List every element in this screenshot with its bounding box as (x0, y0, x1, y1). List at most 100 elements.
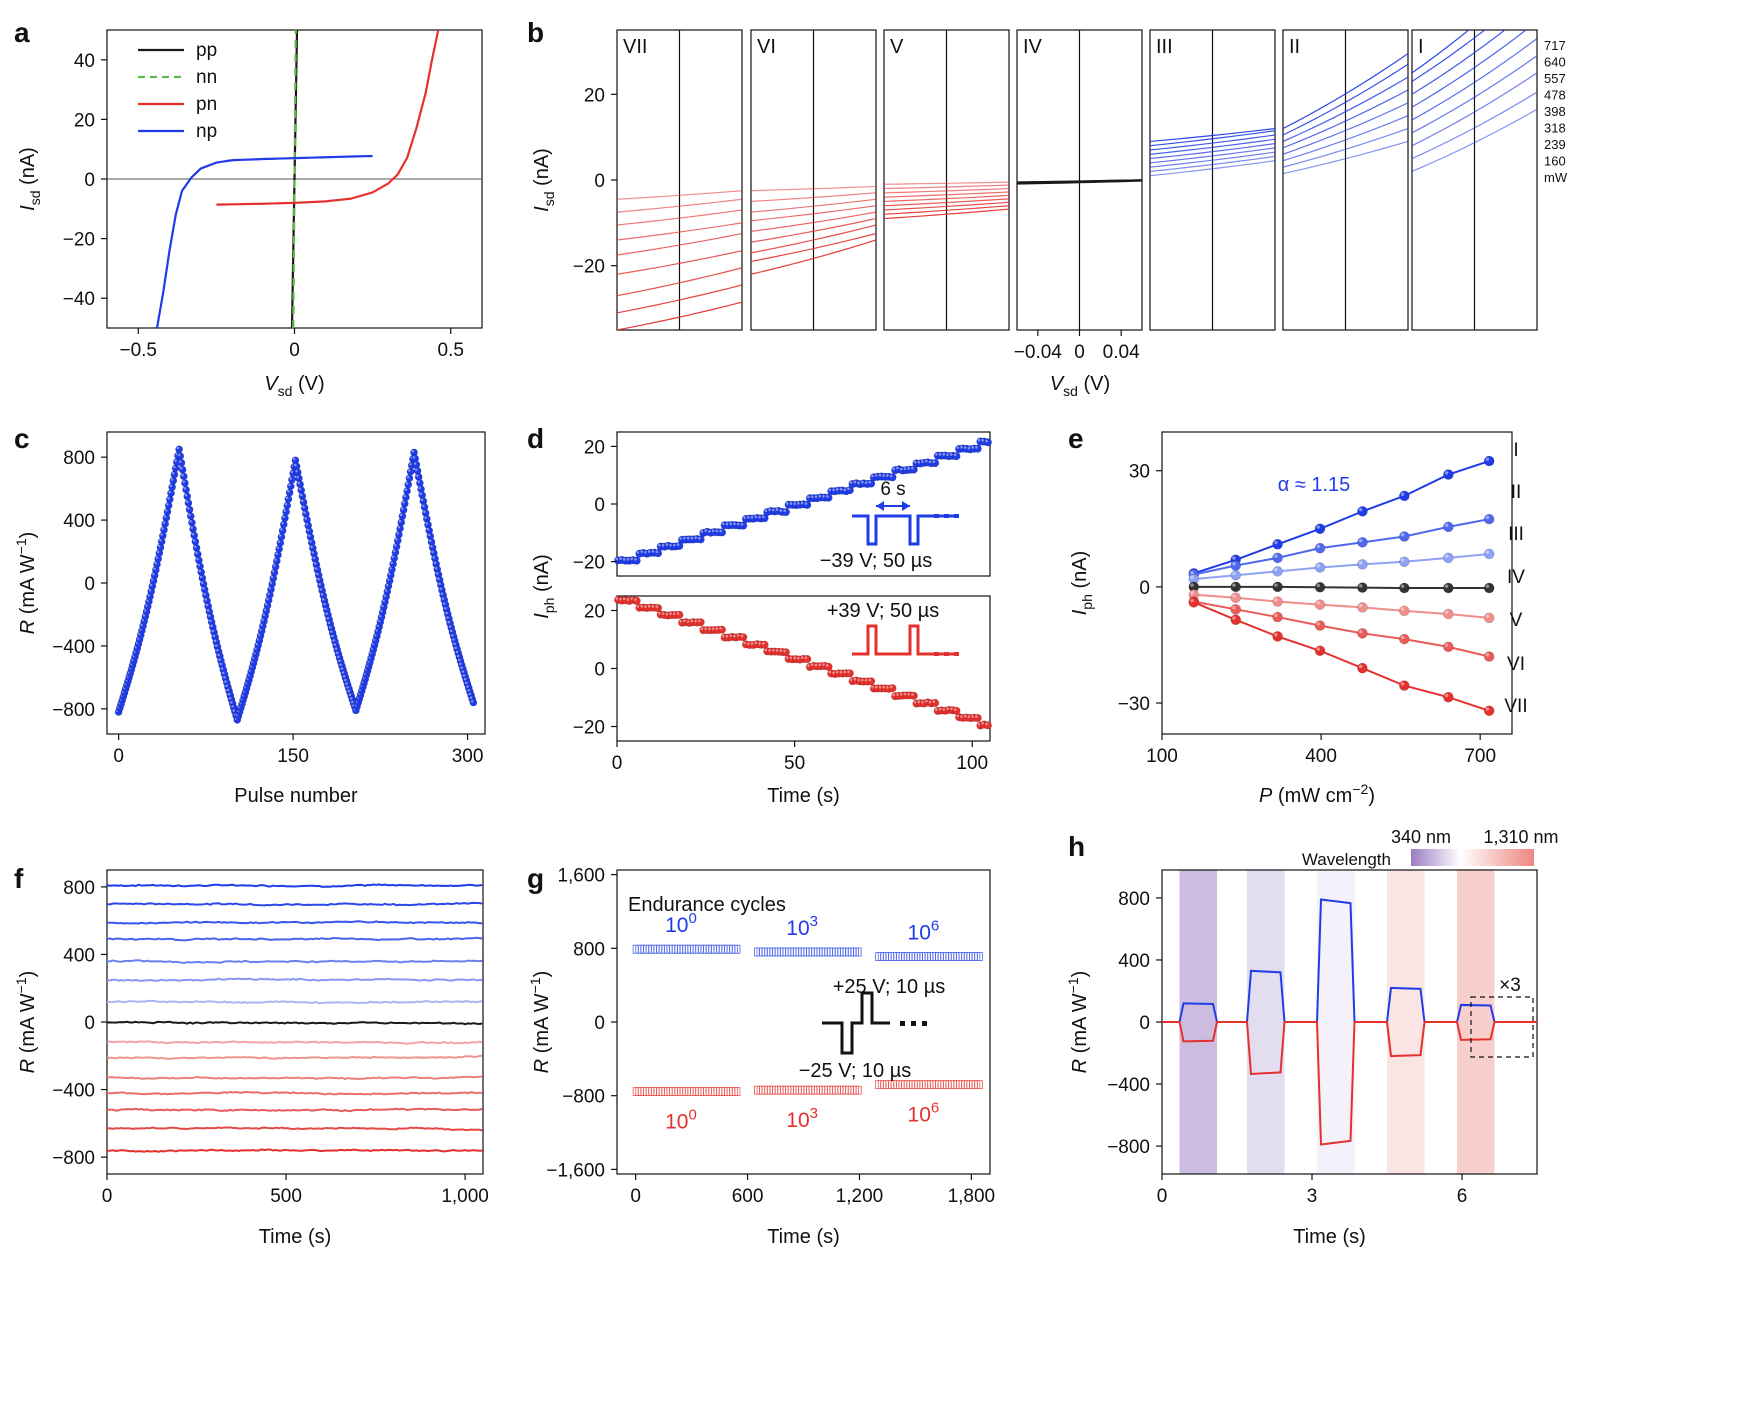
data-point-highlight (408, 469, 411, 472)
trace-line (107, 979, 482, 981)
pulse-schematic (852, 516, 957, 544)
data-point-highlight (1401, 558, 1405, 562)
data-point-highlight (971, 715, 974, 718)
data-point-highlight (1401, 533, 1405, 537)
data-point-highlight (431, 551, 434, 554)
data-point-highlight (716, 530, 719, 533)
data-point-highlight (921, 701, 924, 704)
data-point (974, 714, 982, 722)
data-point-highlight (393, 550, 396, 553)
data-point-highlight (222, 672, 225, 675)
data-point (185, 499, 192, 506)
y-axis-label-unit: (nA) (1069, 551, 1091, 594)
data-point-highlight (211, 630, 214, 633)
data-point-highlight (303, 511, 306, 514)
data-point-highlight (914, 701, 917, 704)
data-point (1484, 549, 1494, 559)
data-point-highlight (882, 474, 885, 477)
data-point-highlight (882, 686, 885, 689)
data-point-highlight (1317, 525, 1321, 529)
data-point-highlight (751, 516, 754, 519)
panel-label: f (14, 863, 24, 894)
cycle-label: 106 (908, 918, 940, 945)
subpanel-label: IV (1023, 36, 1043, 58)
y-axis-label-unit: (mA W (531, 993, 553, 1059)
data-point-highlight (722, 523, 725, 526)
data-point-highlight (719, 627, 722, 630)
data-point-highlight (832, 671, 835, 674)
data-point (400, 506, 407, 513)
data-point-highlight (1317, 584, 1321, 588)
data-point (1399, 532, 1409, 542)
data-point-highlight (345, 682, 348, 685)
x-tick-label: 0 (113, 746, 124, 767)
x-axis-label: Time (s) (259, 1226, 332, 1248)
x-tick-label: 100 (1146, 746, 1178, 767)
panel-f: 0 500 1,000−800−4000400800R (mA W−1)Time (… (13, 863, 489, 1248)
trace-line (107, 1076, 482, 1079)
data-point-highlight (317, 578, 320, 581)
data-point (1315, 543, 1325, 553)
data-point (1231, 561, 1241, 571)
magnification-label: ×3 (1499, 975, 1521, 996)
data-point-highlight (743, 642, 746, 645)
data-point (1484, 514, 1494, 524)
data-point-highlight (322, 598, 325, 601)
data-point-highlight (939, 453, 942, 456)
data-point-highlight (741, 523, 744, 526)
x-axis-label: Time (s) (767, 1226, 840, 1248)
x-tick-label: 0.04 (1103, 342, 1140, 363)
data-point-highlight (822, 663, 825, 666)
data-point-highlight (288, 484, 291, 487)
data-point-highlight (985, 723, 988, 726)
data-point-highlight (286, 497, 289, 500)
data-point-highlight (457, 655, 460, 658)
data-point-highlight (199, 570, 202, 573)
data-point-highlight (306, 523, 309, 526)
data-point-highlight (658, 612, 661, 615)
panel-d: −200206 s−39 V; 50 µs−20020 +39 V; 50 µs0… (527, 423, 992, 807)
colorbar-max-label: 1,310 nm (1483, 827, 1558, 847)
data-point (889, 684, 897, 692)
y-axis-label-close: ) (17, 971, 39, 978)
data-point-highlight (615, 558, 618, 561)
y-tick-label: 20 (584, 602, 605, 623)
subpanel-IV: IV (1017, 30, 1142, 330)
data-point-highlight (442, 597, 445, 600)
data-point-highlight (634, 598, 637, 601)
data-point-highlight (943, 453, 946, 456)
data-point (1399, 557, 1409, 567)
data-point (407, 468, 414, 475)
data-point-highlight (1232, 616, 1236, 620)
data-point-highlight (637, 551, 640, 554)
data-point-highlight (180, 467, 183, 470)
data-point (170, 477, 177, 484)
illumination-band (1180, 870, 1218, 1174)
data-point (1399, 583, 1409, 593)
data-point-highlight (323, 603, 326, 606)
data-point-highlight (231, 705, 234, 708)
data-point-highlight (886, 474, 889, 477)
data-point-highlight (164, 515, 167, 518)
pulse-label: +39 V; 50 µs (827, 600, 940, 622)
y-axis-label-sup: −1 (1065, 977, 1081, 993)
ellipsis-dot (944, 514, 949, 518)
data-point-highlight (208, 614, 211, 617)
data-point-highlight (850, 481, 853, 484)
data-point-highlight (1232, 562, 1236, 566)
data-point (718, 626, 726, 634)
data-point (186, 506, 193, 513)
y-tick-label: 0 (84, 170, 95, 191)
data-point-highlight (417, 481, 420, 484)
x-tick-label: 300 (452, 746, 484, 767)
data-point-highlight (185, 494, 188, 497)
data-point-highlight (918, 461, 921, 464)
subpanel-label: VI (757, 36, 776, 58)
wavelength-colorbar (1411, 849, 1534, 866)
data-point-highlight (644, 551, 647, 554)
ellipsis-dot (954, 652, 959, 656)
x-tick-label: 1,000 (441, 1186, 489, 1207)
data-point (470, 699, 477, 706)
data-point-highlight (463, 674, 466, 677)
y-tick-label: −20 (573, 718, 605, 739)
